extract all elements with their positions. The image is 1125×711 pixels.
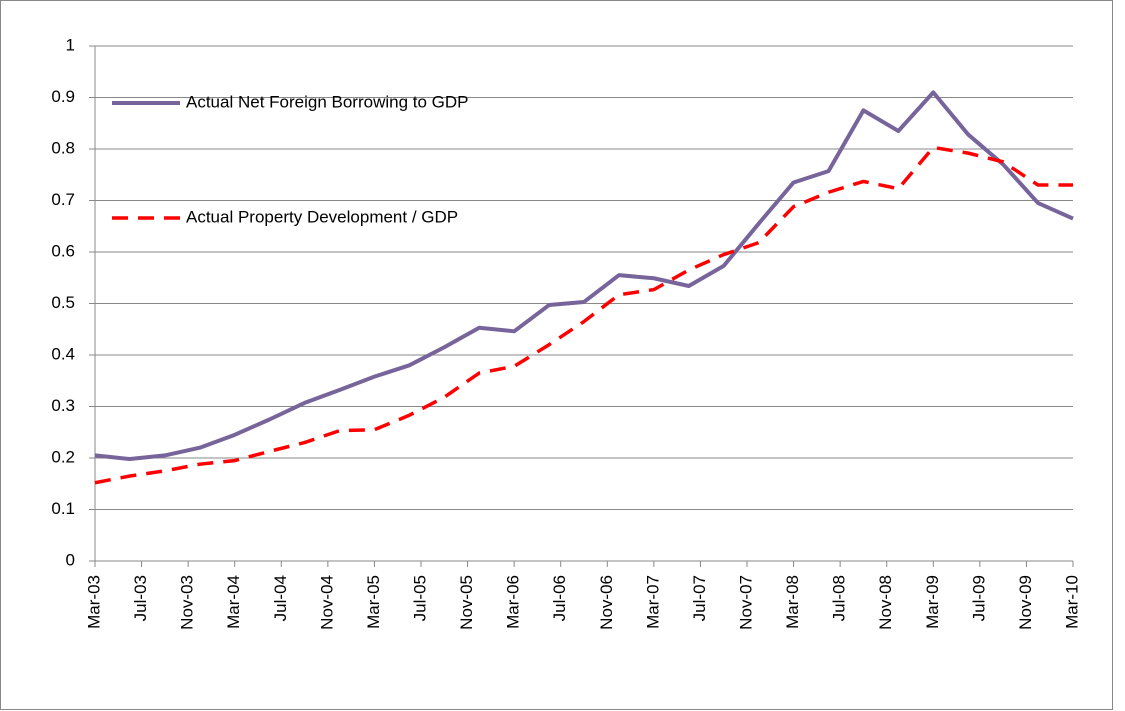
x-tick-label: Jul-08 — [830, 575, 849, 621]
y-tick-label: 0.4 — [51, 344, 75, 363]
y-tick-label: 0.8 — [51, 138, 75, 157]
x-tick-label: Jul-09 — [969, 575, 988, 621]
legend-label: Actual Net Foreign Borrowing to GDP — [186, 92, 469, 111]
y-tick-label: 0.7 — [51, 190, 75, 209]
x-tick-label: Mar-07 — [643, 575, 662, 629]
y-tick-label: 0 — [66, 550, 75, 569]
x-tick-label: Jul-04 — [271, 575, 290, 621]
y-tick-label: 0.1 — [51, 499, 75, 518]
x-tick-label: Nov-04 — [317, 575, 336, 630]
y-tick-label: 0.9 — [51, 87, 75, 106]
y-tick-label: 1 — [66, 35, 75, 54]
y-tick-label: 0.6 — [51, 241, 75, 260]
x-tick-label: Jul-03 — [131, 575, 150, 621]
y-tick-label: 0.5 — [51, 293, 75, 312]
x-tick-label: Nov-05 — [457, 575, 476, 630]
x-tick-label: Mar-08 — [783, 575, 802, 629]
series-line — [94, 145, 1073, 485]
x-tick-label: Nov-09 — [1016, 575, 1035, 630]
x-tick-label: Mar-05 — [364, 575, 383, 629]
x-tick-label: Nov-03 — [178, 575, 197, 630]
x-tick-label: Mar-03 — [84, 575, 103, 629]
x-tick-label: Nov-06 — [597, 575, 616, 630]
legend-label: Actual Property Development / GDP — [186, 207, 458, 226]
x-tick-label: Mar-04 — [224, 575, 243, 629]
x-tick-label: Mar-10 — [1062, 575, 1081, 629]
x-tick-label: Jul-06 — [550, 575, 569, 621]
x-tick-label: Nov-07 — [736, 575, 755, 630]
x-tick-label: Nov-08 — [876, 575, 895, 630]
y-tick-label: 0.2 — [51, 447, 75, 466]
x-tick-label: Mar-06 — [504, 575, 523, 629]
series-line — [94, 90, 1074, 462]
x-tick-label: Mar-09 — [923, 575, 942, 629]
x-tick-label: Jul-07 — [690, 575, 709, 621]
x-tick-label: Jul-05 — [410, 575, 429, 621]
y-tick-label: 0.3 — [51, 396, 75, 415]
